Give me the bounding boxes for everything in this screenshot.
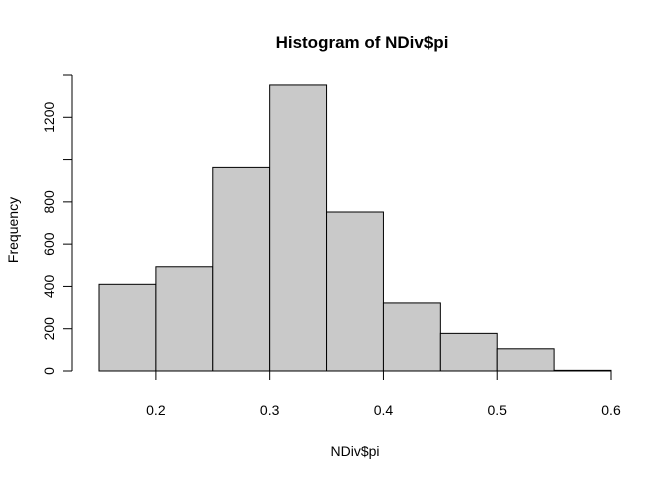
chart-title: Histogram of NDiv$pi [276, 33, 449, 52]
bars-group [98, 84, 612, 372]
y-tick-label-5: 800 [41, 190, 57, 214]
x-axis-label: NDiv$pi [330, 443, 379, 459]
y-tick-label-6: 1200 [41, 102, 57, 133]
y-tick-label-4: 600 [41, 232, 57, 256]
histogram-bar-3 [212, 166, 271, 372]
x-tick-label-4: 0.5 [487, 402, 507, 418]
y-tick-label-2: 200 [41, 317, 57, 341]
histogram-bar-8 [496, 348, 555, 372]
histogram-bar-4 [269, 84, 328, 372]
x-tick-label-2: 0.3 [260, 402, 280, 418]
x-tick-label-3: 0.4 [374, 402, 394, 418]
histogram-bar-6 [382, 302, 441, 372]
y-axis-label: Frequency [5, 197, 21, 263]
histogram-bar-5 [326, 211, 384, 372]
x-axis: 0.2 0.3 0.4 0.5 0.6 [146, 370, 621, 418]
x-tick-label-1: 0.2 [146, 402, 166, 418]
y-axis: 0 200 400 600 800 1200 [41, 74, 73, 375]
x-tick-label-5: 0.6 [601, 402, 621, 418]
y-tick-label-3: 400 [41, 275, 57, 299]
histogram-bar-1 [98, 283, 157, 372]
histogram-bar-7 [439, 332, 498, 372]
y-tick-label-1: 0 [41, 367, 57, 375]
histogram-bar-2 [155, 266, 214, 372]
